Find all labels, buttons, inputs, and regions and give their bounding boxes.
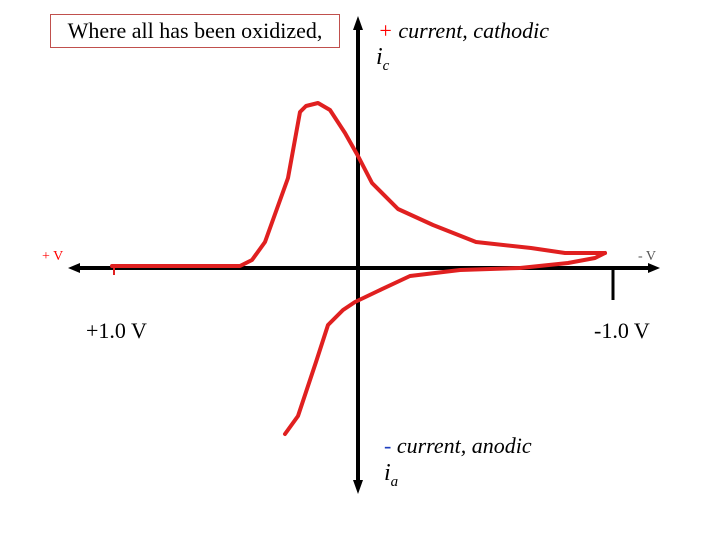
- ia-label: ia: [384, 460, 398, 491]
- potential-axis-right-arrow: [648, 263, 660, 273]
- negative-voltage-value: -1.0 V: [594, 318, 650, 343]
- oxidized-note-text: Where all has been oxidized,: [67, 18, 323, 43]
- ic-base: i: [376, 44, 383, 70]
- positive-voltage-axis-label: + V: [42, 249, 64, 264]
- ia-base: i: [384, 460, 391, 486]
- positive-voltage-value: +1.0 V: [86, 318, 147, 343]
- current-axis-top-arrow: [353, 16, 363, 30]
- cathodic-current-label: + current, cathodic: [378, 18, 549, 44]
- anodic-text: current, anodic: [391, 433, 532, 458]
- negative-voltage-axis-label: - V: [638, 249, 657, 264]
- potential-axis-left-arrow: [68, 263, 80, 273]
- oxidized-note-box: Where all has been oxidized,: [50, 14, 340, 48]
- anodic-sign: -: [384, 433, 392, 458]
- current-axis-bottom-arrow: [353, 480, 363, 494]
- cathodic-sign: +: [378, 18, 393, 43]
- ia-subscript: a: [390, 473, 399, 490]
- cathodic-text: current, cathodic: [392, 18, 550, 43]
- cathodic-current-curve: [110, 101, 607, 268]
- anodic-current-label: - current, anodic: [384, 433, 532, 459]
- ic-label: ic: [376, 44, 389, 75]
- ic-subscript: c: [382, 57, 390, 74]
- anodic-current-curve: [283, 251, 607, 436]
